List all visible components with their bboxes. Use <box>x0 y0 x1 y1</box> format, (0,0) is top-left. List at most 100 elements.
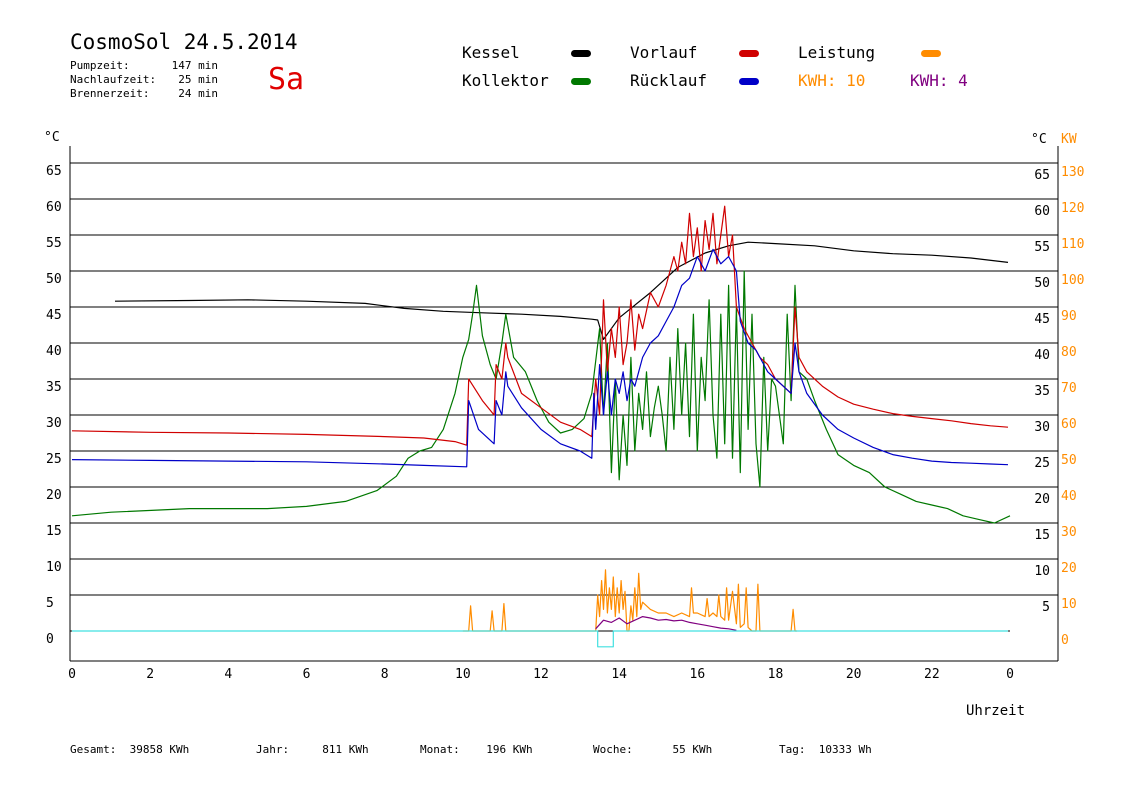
chart-ticks: 6560555045403530252015105065605550454035… <box>46 164 1084 682</box>
y-tick-label-left: 65 <box>46 164 62 179</box>
y-tick-label-left: 20 <box>46 488 62 503</box>
y2-tick-label: 0 <box>1061 633 1069 648</box>
legend-leistung-swatch <box>921 50 941 57</box>
legend-kwh-purple: KWH: 4 <box>910 71 968 90</box>
legend-leistung-label: Leistung <box>798 43 876 62</box>
y2-tick-label: 120 <box>1061 201 1084 216</box>
footer-monat: Monat: 196 KWh <box>420 743 533 756</box>
footer-value: 39858 KWh <box>129 743 190 756</box>
y2-tick-label: 60 <box>1061 417 1077 432</box>
x-tick-label: 2 <box>146 667 154 682</box>
y-tick-label-left: 15 <box>46 524 62 539</box>
footer-value: 55 KWh <box>672 743 713 756</box>
info-row-nachlaufzeit: Nachlaufzeit: 25 min <box>70 73 218 86</box>
info-row-brennerzeit: Brennerzeit: 24 min <box>70 87 218 100</box>
footer-gesamt: Gesamt: 39858 KWh <box>70 743 189 756</box>
right-axis-unit-power: KW <box>1061 132 1077 147</box>
series-line-r-cklauf <box>71 248 1009 468</box>
legend-kollektor-label: Kollektor <box>462 71 549 90</box>
x-tick-label: 14 <box>611 667 627 682</box>
chart-title: CosmoSol 24.5.2014 <box>70 30 298 54</box>
y-tick-label-right: 65 <box>1034 168 1050 183</box>
footer-woche: Woche: 55 KWh <box>593 743 712 756</box>
y-tick-label-right: 40 <box>1034 348 1050 363</box>
x-tick-label: 16 <box>690 667 706 682</box>
footer-label: Jahr: <box>256 743 290 756</box>
y-tick-label-right: 20 <box>1034 492 1050 507</box>
right-axis-unit-temp: °C <box>1031 132 1047 147</box>
y2-tick-label: 100 <box>1061 273 1084 288</box>
series-line-leistung <box>462 569 797 632</box>
info-value: 24 min <box>178 87 218 100</box>
info-row-pumpzeit: Pumpzeit: 147 min <box>70 59 218 72</box>
y-tick-label-right: 55 <box>1034 240 1050 255</box>
legend-vorlauf-label: Vorlauf <box>630 43 698 62</box>
y-tick-label-left: 30 <box>46 416 62 431</box>
series-line-kwh-4 <box>595 615 737 631</box>
y-tick-label-right: 15 <box>1034 528 1050 543</box>
y2-tick-label: 130 <box>1061 165 1084 180</box>
footer-label: Gesamt: <box>70 743 117 756</box>
x-tick-label: 22 <box>924 667 940 682</box>
x-tick-label: 10 <box>455 667 471 682</box>
info-label: Nachlaufzeit: <box>70 73 157 86</box>
y-tick-label-left: 40 <box>46 344 62 359</box>
y2-tick-label: 10 <box>1061 597 1077 612</box>
y-tick-label-left: 25 <box>46 452 62 467</box>
info-value: 147 min <box>171 59 218 72</box>
y2-tick-label: 80 <box>1061 345 1077 360</box>
y-tick-label-right: 5 <box>1042 600 1050 615</box>
y-tick-label-left: 60 <box>46 200 62 215</box>
y-tick-label-left: 5 <box>46 596 54 611</box>
legend-kollektor-swatch <box>571 78 591 85</box>
x-tick-label: 4 <box>224 667 232 682</box>
legend-ruecklauf-label: Rücklauf <box>630 71 708 90</box>
x-tick-label: 20 <box>846 667 862 682</box>
legend-kessel-swatch <box>571 50 591 57</box>
legend-ruecklauf-swatch <box>739 78 759 85</box>
x-tick-label: 8 <box>381 667 389 682</box>
y-tick-label-right: 60 <box>1034 204 1050 219</box>
x-tick-label: 0 <box>68 667 76 682</box>
y-tick-label-left: 10 <box>46 560 62 575</box>
footer-value: 10333 Wh <box>818 743 872 756</box>
weekday-label: Sa <box>268 62 305 97</box>
legend-vorlauf-swatch <box>739 50 759 57</box>
y-tick-label-right: 30 <box>1034 420 1050 435</box>
x-tick-label: 12 <box>533 667 549 682</box>
y-tick-label-left: 55 <box>46 236 62 251</box>
footer-label: Woche: <box>593 743 633 756</box>
chart-axes <box>69 146 1059 662</box>
y2-tick-label: 40 <box>1061 489 1077 504</box>
info-label: Brennerzeit: <box>70 87 150 100</box>
series-line-pumpe <box>72 630 1008 648</box>
chart-series <box>71 205 1011 648</box>
y-tick-label-left: 50 <box>46 272 62 287</box>
y2-tick-label: 20 <box>1061 561 1077 576</box>
chart-grid <box>70 162 1058 632</box>
y2-tick-label: 110 <box>1061 237 1084 252</box>
series-line-kollektor <box>71 270 1011 524</box>
y2-tick-label: 90 <box>1061 309 1077 324</box>
y2-tick-label: 50 <box>1061 453 1077 468</box>
x-tick-label: 0 <box>1006 667 1014 682</box>
y-tick-label-right: 50 <box>1034 276 1050 291</box>
x-axis-label: Uhrzeit <box>966 703 1025 719</box>
footer-label: Tag: <box>779 743 806 756</box>
x-tick-label: 6 <box>303 667 311 682</box>
footer-jahr: Jahr: 811 KWh <box>256 743 369 756</box>
footer-label: Monat: <box>420 743 460 756</box>
y-tick-label-right: 25 <box>1034 456 1050 471</box>
info-label: Pumpzeit: <box>70 59 130 72</box>
info-value: 25 min <box>178 73 218 86</box>
x-tick-label: 18 <box>768 667 784 682</box>
y-tick-label-left: 45 <box>46 308 62 323</box>
y-tick-label-right: 45 <box>1034 312 1050 327</box>
footer-tag: Tag: 10333 Wh <box>779 743 872 756</box>
legend-kwh-orange: KWH: 10 <box>798 71 866 90</box>
legend-kessel-label: Kessel <box>462 43 520 62</box>
y-tick-label-left: 35 <box>46 380 62 395</box>
y2-tick-label: 30 <box>1061 525 1077 540</box>
footer-value: 196 KWh <box>486 743 533 756</box>
